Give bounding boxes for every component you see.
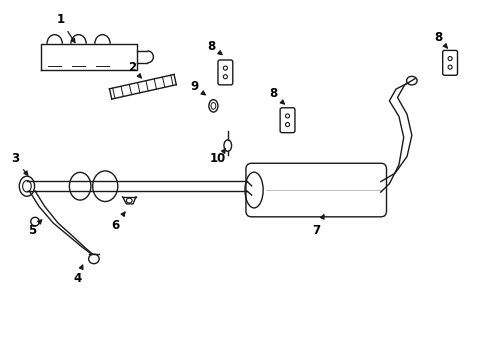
Text: 8: 8 — [433, 31, 447, 48]
Text: 2: 2 — [128, 61, 141, 78]
Text: 7: 7 — [311, 215, 323, 237]
Text: 8: 8 — [268, 87, 284, 104]
Text: 10: 10 — [210, 149, 226, 165]
Text: 6: 6 — [111, 212, 124, 232]
Text: 3: 3 — [11, 152, 28, 175]
Text: 9: 9 — [190, 80, 205, 95]
Text: 4: 4 — [73, 265, 83, 284]
Text: 5: 5 — [27, 220, 41, 237]
Text: 1: 1 — [56, 13, 75, 42]
Text: 8: 8 — [206, 40, 222, 55]
